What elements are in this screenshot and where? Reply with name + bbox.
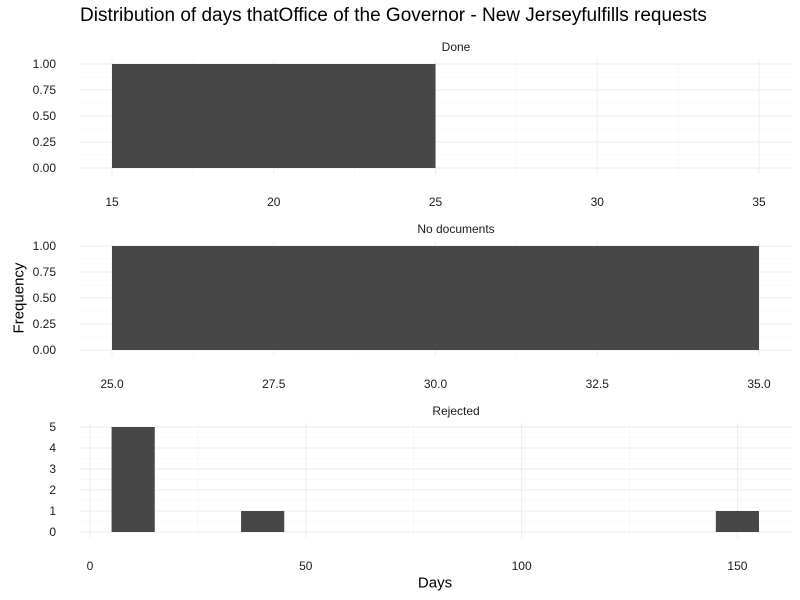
y-tick-label: 0.25 <box>33 135 57 149</box>
x-tick-label: 30.0 <box>424 377 448 391</box>
y-tick-label: 0 <box>49 525 56 539</box>
x-tick-label: 25.0 <box>100 377 124 391</box>
histogram-bar <box>715 511 759 532</box>
x-tick-label: 150 <box>727 559 747 573</box>
histogram-bar <box>112 246 759 350</box>
x-tick-label: 35.0 <box>747 377 771 391</box>
x-tick-label: 0 <box>87 559 94 573</box>
y-tick-label: 0.00 <box>33 343 57 357</box>
x-tick-label: 32.5 <box>586 377 610 391</box>
y-tick-label: 3 <box>49 462 56 476</box>
y-tick-label: 0.75 <box>33 83 57 97</box>
facet-strip-label: No documents <box>417 222 494 236</box>
x-tick-label: 27.5 <box>262 377 286 391</box>
histogram-bar <box>241 511 285 532</box>
x-tick-label: 30 <box>591 195 605 209</box>
y-tick-label: 0.50 <box>33 291 57 305</box>
y-tick-label: 0.00 <box>33 161 57 175</box>
y-tick-label: 2 <box>49 483 56 497</box>
facet-panel-no-documents: No documents 0.00 0.25 0.50 0.75 1.00 25.0 27.5… <box>33 222 792 391</box>
y-tick-label: 0.50 <box>33 109 57 123</box>
y-tick-label: 1.00 <box>33 239 57 253</box>
x-axis-label: Days <box>417 574 453 592</box>
x-tick-label: 20 <box>267 195 281 209</box>
x-tick-label: 100 <box>512 559 532 573</box>
y-tick-label: 0.25 <box>33 317 57 331</box>
histogram-bar <box>112 64 436 168</box>
facet-strip-label: Rejected <box>432 404 479 418</box>
facet-strip-label: Done <box>442 40 471 54</box>
x-tick-label: 50 <box>299 559 313 573</box>
y-tick-label: 4 <box>49 441 56 455</box>
y-tick-label: 0.75 <box>33 265 57 279</box>
x-tick-label: 25 <box>429 195 443 209</box>
facet-panel-done: Done 0.00 0.25 0.50 0.75 1.00 15 20 25 30 35 <box>33 40 792 209</box>
y-tick-label: 1 <box>49 504 56 518</box>
y-tick-label: 1.00 <box>33 57 57 71</box>
y-tick-label: 5 <box>49 420 56 434</box>
x-tick-label: 35 <box>752 195 766 209</box>
x-tick-label: 15 <box>105 195 119 209</box>
chart-title: Distribution of days thatOffice of the G… <box>80 5 707 26</box>
histogram-bar <box>111 427 155 532</box>
